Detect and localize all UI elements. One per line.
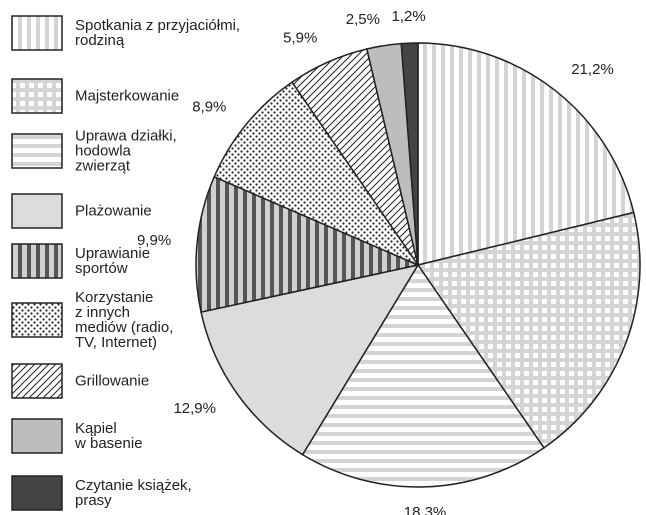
slice-label: 12,9% [173,400,216,417]
pie-slice [416,211,641,449]
legend-swatch [11,418,63,454]
legend-swatch [11,78,63,114]
pie-slice [195,175,421,313]
legend-swatch [11,193,63,229]
pie-slice [417,42,635,266]
legend-swatch [11,15,63,51]
pie-slice [213,81,421,267]
pie-slice [200,263,420,456]
slice-label: 5,9% [283,29,317,46]
slice-label: 2,5% [346,11,380,28]
legend-swatch [11,363,63,399]
legend-swatch [11,133,63,169]
slice-label: 1,2% [392,8,426,25]
legend-label: Plażowanie [75,202,152,220]
legend-swatch [11,243,63,279]
legend-label: Grillowanie [75,372,150,390]
legend-swatch [11,302,63,338]
legend-label: Majsterkowanie [75,87,180,105]
legend-label: Spotkania z przyjaciółmi, rodziną [75,17,241,49]
slice-label: 21,2% [571,61,614,78]
legend-label: Uprawianie sportów [75,245,151,277]
legend-label: Korzystanie z innych mediów (radio, TV, … [75,289,174,351]
slice-label: 9,9% [137,232,171,249]
pie-slice [301,263,545,488]
legend-label: Czytanie książek, prasy [75,477,192,509]
legend-swatch [11,475,63,511]
slice-label: 18,3% [404,504,447,515]
pie-slice [400,42,419,266]
legend-label: Uprawa działki, hodowla zwierząt [75,127,177,175]
slice-label: 8,9% [192,98,226,115]
legend-label: Kąpiel w basenie [75,420,143,452]
